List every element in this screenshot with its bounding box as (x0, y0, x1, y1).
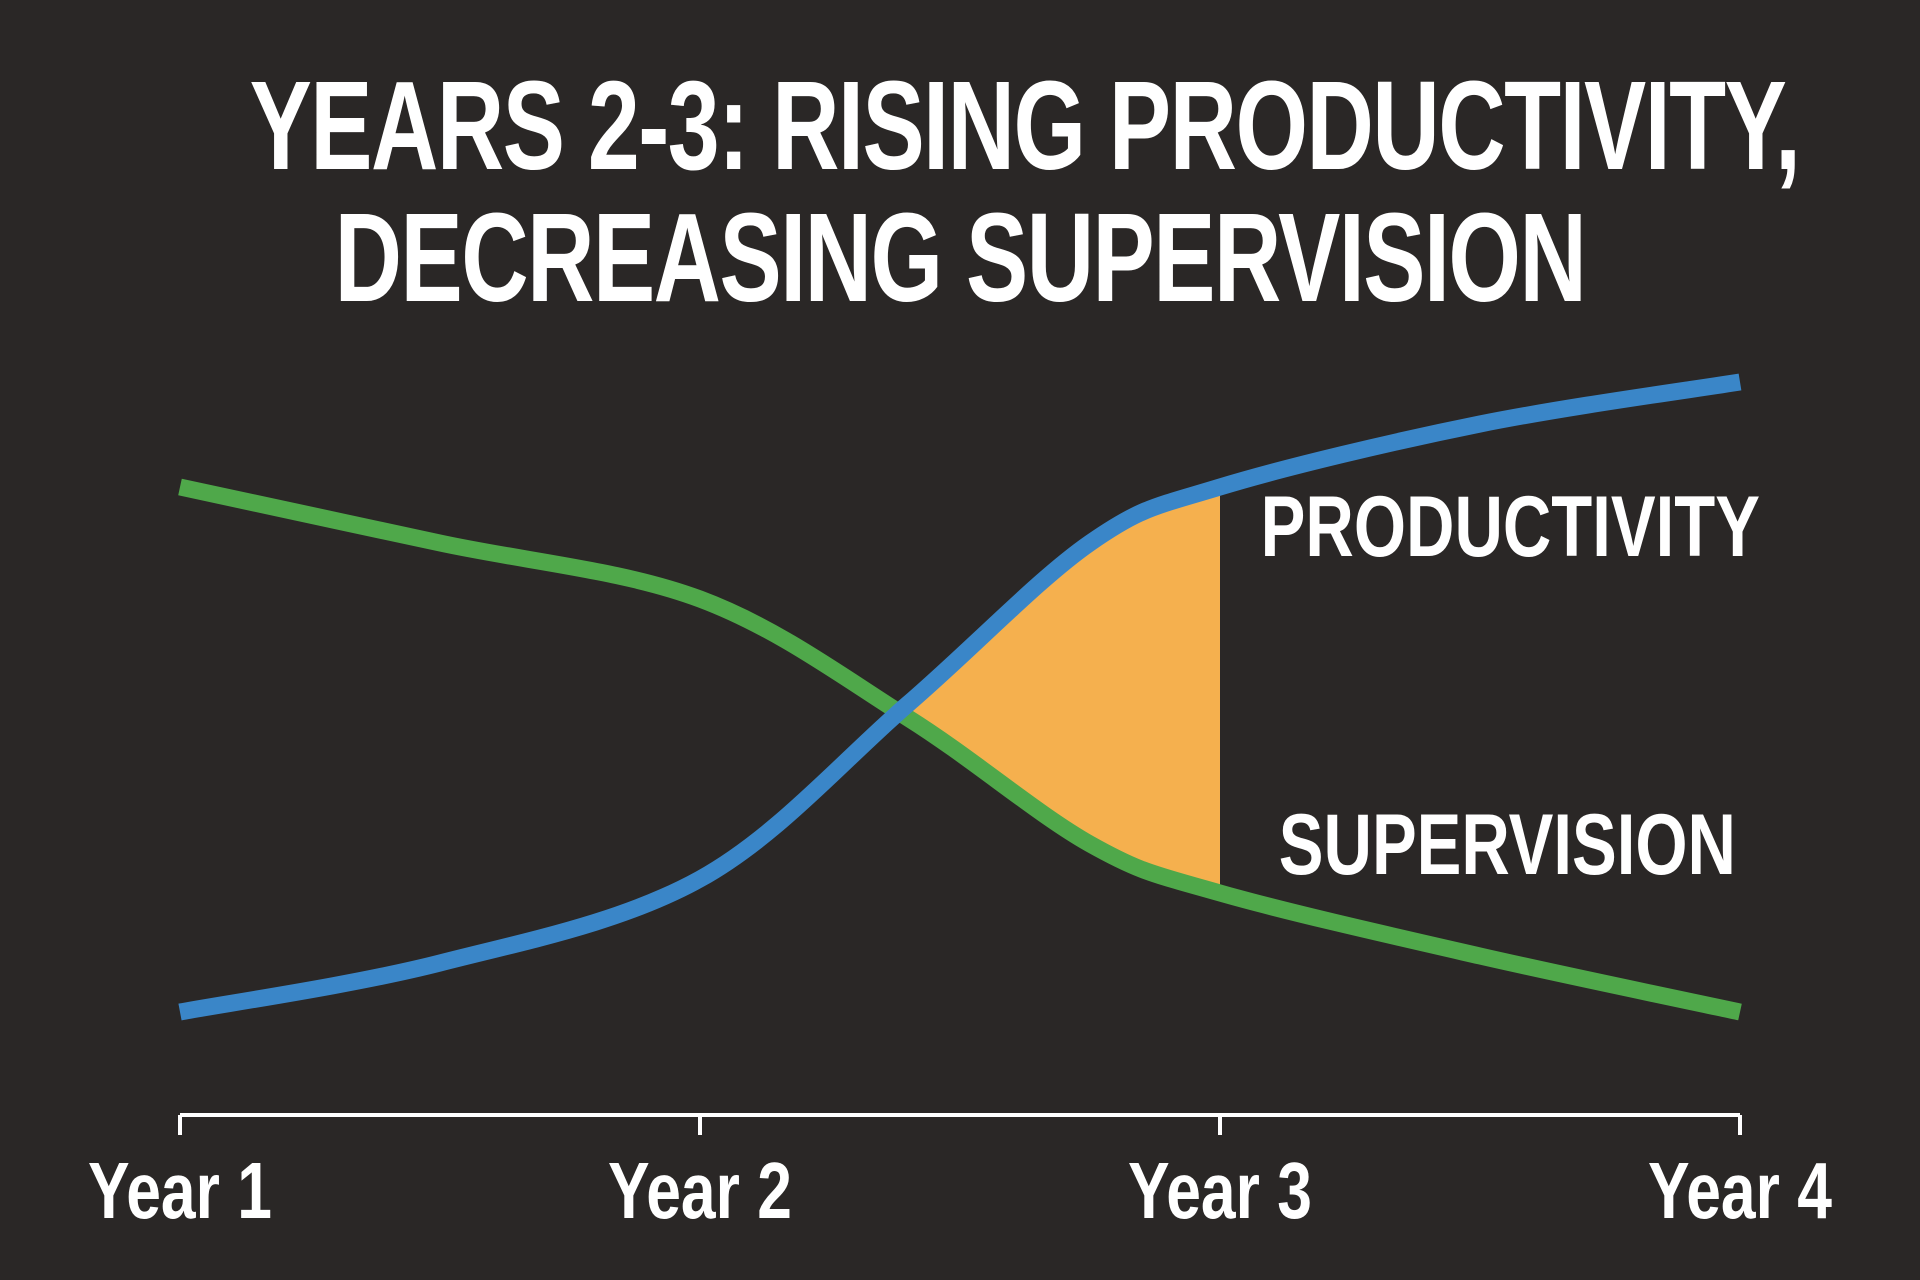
series-line-productivity (178, 373, 1742, 1021)
x-tick-label: Year 4 (1648, 1147, 1832, 1236)
series-label-productivity: PRODUCTIVITY (1261, 479, 1760, 575)
x-axis-ticks (178, 1115, 1742, 1135)
highlight-area (902, 487, 1220, 893)
x-axis-labels: Year 1 Year 2 Year 3 Year 4 (88, 1147, 1832, 1236)
series-label-supervision: SUPERVISION (1279, 797, 1736, 893)
chart-title-line-1: YEARS 2-3: RISING PRODUCTIVITY, (249, 55, 1801, 196)
x-tick-label: Year 2 (608, 1147, 792, 1236)
chart-title: YEARS 2-3: RISING PRODUCTIVITY, DECREASI… (249, 55, 1801, 328)
x-tick-label: Year 1 (88, 1147, 272, 1236)
chart-title-line-2: DECREASING SUPERVISION (334, 187, 1587, 328)
x-tick-label: Year 3 (1128, 1147, 1312, 1236)
series-line-supervision (178, 478, 1742, 1021)
